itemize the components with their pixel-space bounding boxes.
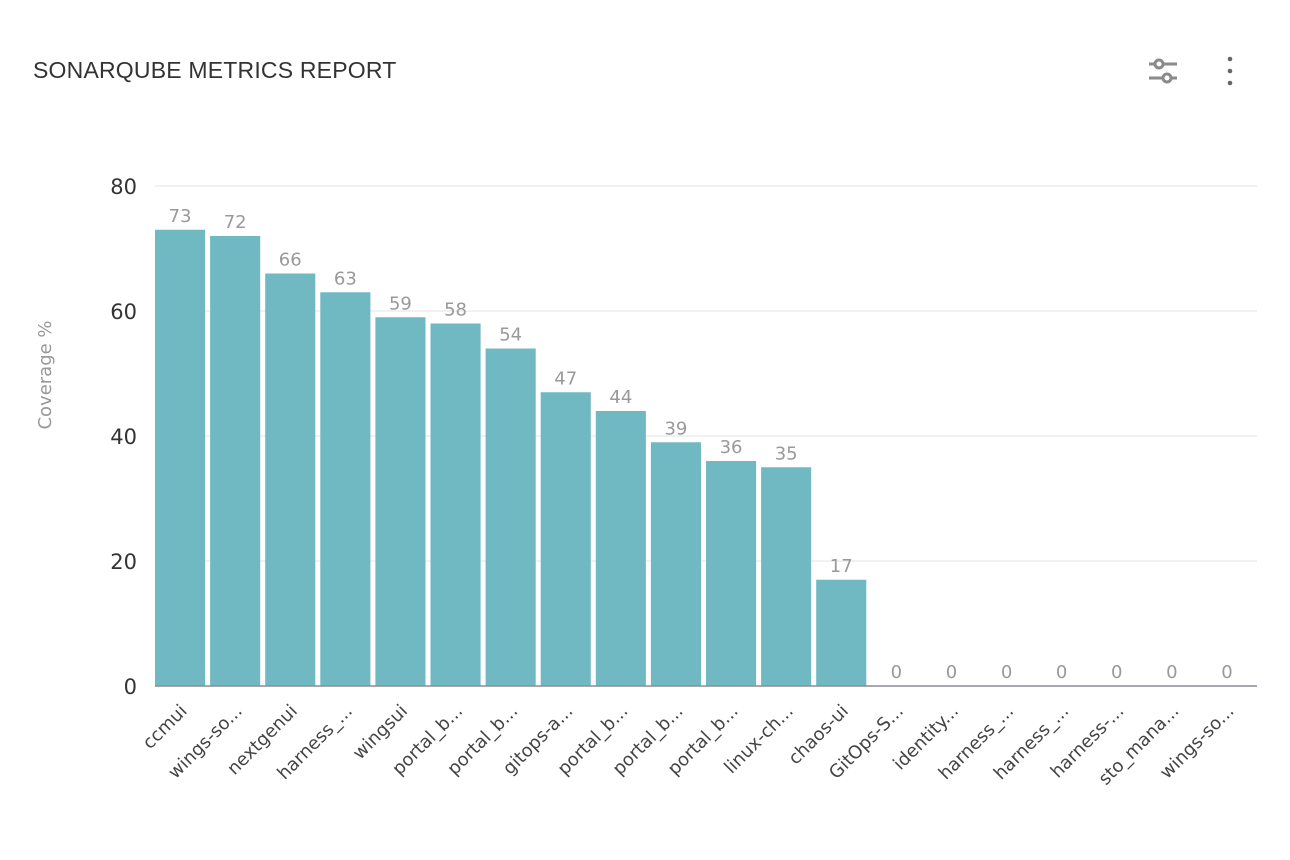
- data-label: 72: [224, 212, 247, 233]
- data-label: 63: [334, 268, 357, 289]
- data-label: 58: [444, 300, 467, 321]
- y-tick-label: 80: [110, 175, 137, 199]
- data-label: 66: [279, 250, 302, 271]
- bar: [706, 461, 757, 686]
- data-label: 0: [946, 662, 957, 683]
- bar: [155, 229, 206, 686]
- data-label: 35: [775, 443, 798, 464]
- data-label: 36: [720, 437, 743, 458]
- bar: [761, 467, 812, 686]
- data-label: 0: [891, 662, 902, 683]
- data-label: 0: [1221, 662, 1232, 683]
- data-label: 59: [389, 293, 412, 314]
- bar: [430, 323, 481, 686]
- bar: [540, 392, 591, 686]
- more-vertical-icon[interactable]: [1220, 54, 1240, 88]
- bar: [816, 579, 867, 686]
- data-label: 39: [664, 418, 687, 439]
- data-label: 47: [554, 368, 577, 389]
- data-label: 44: [609, 387, 632, 408]
- data-label: 0: [1001, 662, 1012, 683]
- x-tick-label: ccmui: [139, 701, 192, 754]
- bar: [265, 273, 316, 686]
- data-label: 0: [1111, 662, 1122, 683]
- bar: [595, 411, 646, 686]
- y-tick-label: 60: [110, 300, 137, 324]
- data-label: 17: [830, 556, 853, 577]
- data-label: 0: [1166, 662, 1177, 683]
- data-label: 73: [169, 206, 192, 227]
- bar: [320, 292, 371, 686]
- bar: [650, 442, 701, 686]
- bar: [375, 317, 426, 686]
- y-tick-label: 0: [124, 675, 137, 699]
- y-axis-label: Coverage %: [35, 320, 56, 429]
- y-tick-label: 20: [110, 550, 137, 574]
- bar: [485, 348, 536, 686]
- page-title: SONARQUBE METRICS REPORT: [33, 57, 397, 83]
- y-tick-label: 40: [110, 425, 137, 449]
- data-label: 0: [1056, 662, 1067, 683]
- sliders-icon[interactable]: [1146, 56, 1180, 88]
- bar: [210, 236, 261, 686]
- data-label: 54: [499, 325, 522, 346]
